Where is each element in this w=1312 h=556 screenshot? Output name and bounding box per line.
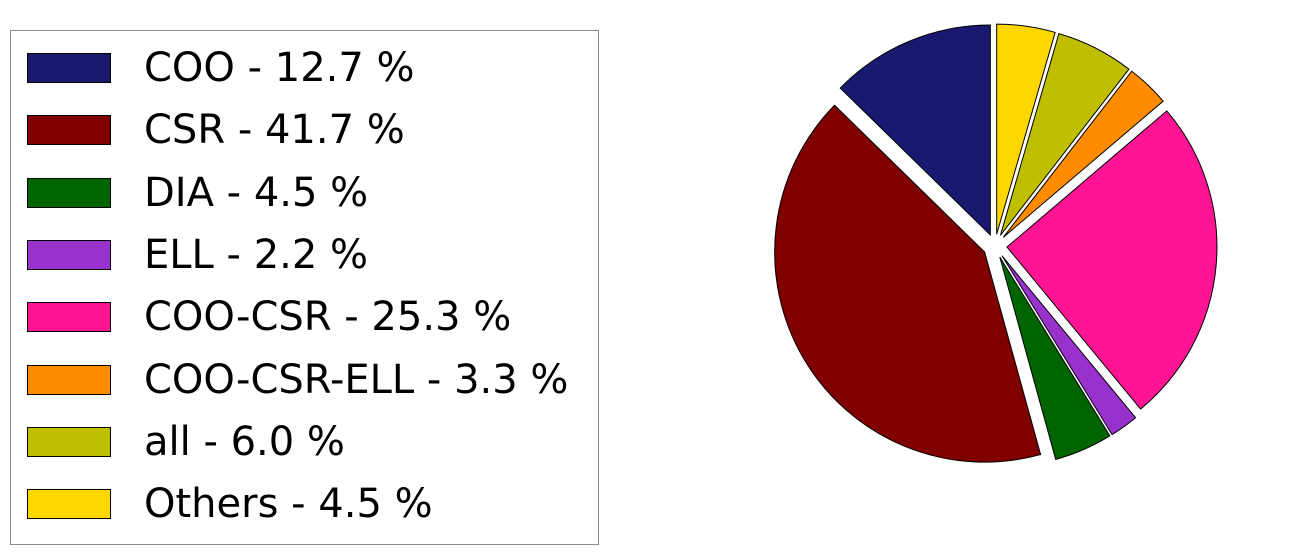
legend-label: all - 6.0 % [144, 418, 345, 465]
legend-swatch [27, 364, 111, 395]
pie-slice-ell [1001, 255, 1137, 436]
legend-item: DIA - 4.5 % [27, 173, 368, 213]
legend-item: COO-CSR-ELL - 3.3 % [27, 360, 568, 400]
legend-label: COO-CSR - 25.3 % [144, 294, 512, 341]
pie-slice-all [999, 32, 1130, 236]
legend-item: Others - 4.5 % [27, 484, 433, 524]
pie-slice-others [996, 23, 1056, 235]
legend-item: all - 6.0 % [27, 422, 345, 462]
chart-legend: COO - 12.7 % CSR - 41.7 % DIA - 4.5 % ELL -… [10, 30, 599, 545]
legend-swatch [27, 426, 111, 457]
pie-slice-dia [999, 256, 1111, 461]
legend-label: ELL - 2.2 % [144, 231, 369, 278]
legend-label: COO - 12.7 % [144, 45, 415, 91]
legend-item: COO - 12.7 % [27, 48, 415, 88]
pie-slice-coo-csr-ell [1002, 70, 1164, 238]
legend-swatch [27, 177, 111, 208]
legend-item: ELL - 2.2 % [27, 235, 368, 275]
legend-swatch [27, 302, 111, 333]
legend-swatch [27, 53, 111, 83]
legend-item: CSR - 41.7 % [27, 110, 405, 150]
legend-label: COO-CSR-ELL - 3.3 % [144, 356, 569, 403]
pie-slice-coo-csr [1006, 110, 1218, 410]
legend-item: COO-CSR - 25.3 % [27, 297, 511, 337]
legend-swatch [27, 115, 111, 146]
legend-swatch [27, 489, 111, 520]
legend-label: DIA - 4.5 % [144, 169, 369, 216]
pie-chart [774, 23, 1218, 463]
legend-swatch [27, 239, 111, 270]
legend-label: Others - 4.5 % [144, 481, 433, 528]
legend-label: CSR - 41.7 % [144, 107, 405, 154]
pie-slice-coo [839, 24, 991, 237]
pie-slice-csr [774, 104, 1042, 463]
